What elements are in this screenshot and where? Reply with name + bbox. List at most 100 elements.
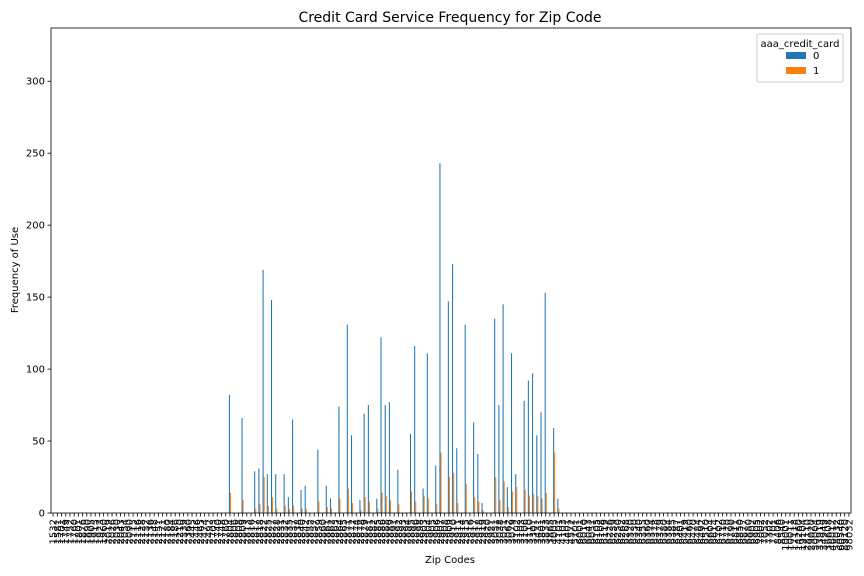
x-tick-label: 6108	[596, 519, 607, 544]
bar-series-1-2804	[229, 492, 231, 513]
x-tick-label: 3031	[491, 519, 502, 544]
x-tick-label: 2907	[436, 519, 447, 544]
x-tick-label: 1890	[82, 519, 93, 544]
bar-series-0-2861	[325, 485, 327, 513]
x-tick-label: 2832	[280, 519, 291, 544]
x-tick-label: 2916	[465, 519, 476, 544]
bar-series-0-2911	[456, 448, 458, 513]
plot-area	[50, 27, 852, 514]
x-tick-label: 2446	[192, 519, 203, 544]
bar-series-0-2818	[258, 468, 260, 513]
bar-series-1-2889	[389, 500, 391, 513]
bar-series-0-3102	[515, 474, 517, 513]
x-tick-label: 2872	[348, 519, 359, 544]
legend-swatch-series-1	[786, 67, 806, 74]
x-tick-label: 46012	[828, 519, 839, 551]
bar-series-0-2862	[329, 498, 331, 513]
x-tick-label: 2818	[255, 519, 266, 544]
x-tick-label: 2860	[318, 519, 329, 544]
bar-series-1-2878	[360, 510, 362, 513]
bar-series-0-3051	[502, 304, 504, 513]
x-tick-label: 8540	[777, 519, 788, 544]
bar-series-0-4101	[557, 498, 559, 513]
bar-series-1-2842	[305, 508, 307, 513]
x-tick-label: 2703	[209, 519, 220, 544]
x-tick-label: 6790	[727, 519, 738, 544]
x-tick-label: 1960	[99, 519, 110, 544]
x-tick-label: 3051	[499, 519, 510, 544]
x-tick-label: 6374	[647, 519, 658, 544]
x-tick-label: 6484	[693, 519, 704, 544]
bar-series-0-3079	[511, 353, 513, 513]
bar-series-1-2910	[453, 472, 455, 513]
x-tick-label: 2339	[179, 519, 190, 544]
x-tick-label: 2492	[204, 519, 215, 544]
x-tick-label: 1701	[57, 519, 68, 544]
bar-series-1-2879	[364, 497, 366, 513]
bar-series-0-2918	[477, 453, 479, 513]
x-tick-label: 2852	[305, 519, 316, 544]
bar-series-0-3038	[498, 405, 500, 513]
bar-series-1-3301	[533, 494, 535, 513]
x-tick-label: 2809	[238, 519, 249, 544]
bar-series-0-2895	[409, 433, 411, 513]
x-tick-label: 4101	[554, 519, 565, 544]
bar-series-1-2907	[440, 452, 442, 513]
bar-series-0-3110	[527, 380, 529, 513]
x-tick-label: 2862	[327, 519, 338, 544]
bar-series-0-2828	[275, 474, 277, 513]
x-axis-label: Zip Codes	[425, 555, 475, 566]
x-tick-label: 2817	[251, 519, 262, 544]
x-tick-label: 3301	[529, 519, 540, 544]
x-tick-label: 6051	[588, 519, 599, 544]
x-tick-label: 4401	[562, 519, 573, 544]
bar-series-0-2907	[439, 163, 441, 513]
x-tick-label: 2891	[390, 519, 401, 544]
x-tick-label: 6880	[743, 519, 754, 544]
bar-series-0-2909	[447, 301, 449, 513]
x-tick-label: 2882	[369, 519, 380, 544]
x-tick-label: 2128	[137, 519, 148, 544]
x-tick-label: 6105	[592, 519, 603, 544]
bar-series-0-2878	[359, 500, 361, 513]
x-tick-label: 1915	[91, 519, 102, 544]
bar-series-0-2817	[254, 471, 256, 513]
x-tick-label: 6380	[659, 519, 670, 544]
x-tick-label: 6360	[642, 519, 653, 544]
bar-series-1-2896	[415, 501, 417, 513]
x-tick-label: 5101	[571, 519, 582, 544]
x-tick-label: 8406	[773, 519, 784, 544]
y-tick-label: 150	[26, 293, 45, 304]
bar-series-1-2827	[272, 497, 274, 513]
x-tick-label: 2895	[407, 519, 418, 544]
x-tick-label: 14260	[794, 519, 805, 551]
bar-series-0-2837	[292, 419, 294, 513]
x-tick-label: 2026	[108, 519, 119, 544]
x-tick-label: 2180	[162, 519, 173, 544]
y-tick-label: 300	[26, 77, 45, 88]
x-tick-label: 4005	[550, 519, 561, 544]
bar-series-1-2881	[368, 501, 370, 513]
bar-series-1-2919	[482, 510, 484, 513]
x-tick-label: 3801	[537, 519, 548, 544]
x-tick-label: 1752	[65, 519, 76, 544]
bar-series-1-3801	[541, 498, 543, 513]
x-tick-label: 6384	[663, 519, 674, 544]
bar-series-0-2896	[414, 346, 416, 513]
x-tick-label: 2132	[141, 519, 152, 544]
bar-series-0-2840	[300, 489, 302, 513]
y-tick-label: 0	[39, 509, 45, 520]
x-tick-label: 2896	[411, 519, 422, 544]
x-tick-label: 30004	[811, 519, 822, 551]
bar-series-1-3431	[537, 495, 539, 513]
x-tick-label: 2865	[339, 519, 350, 544]
bar-series-1-2918	[478, 501, 480, 513]
x-tick-label: 2030	[112, 519, 123, 544]
bar-series-1-3031	[495, 477, 497, 513]
x-tick-label: 2885	[373, 519, 384, 544]
bar-series-1-3833	[545, 492, 547, 513]
x-tick-label: 2920	[482, 519, 493, 544]
x-tick-label: 2090	[124, 519, 135, 544]
x-tick-label: 12118	[790, 519, 801, 551]
